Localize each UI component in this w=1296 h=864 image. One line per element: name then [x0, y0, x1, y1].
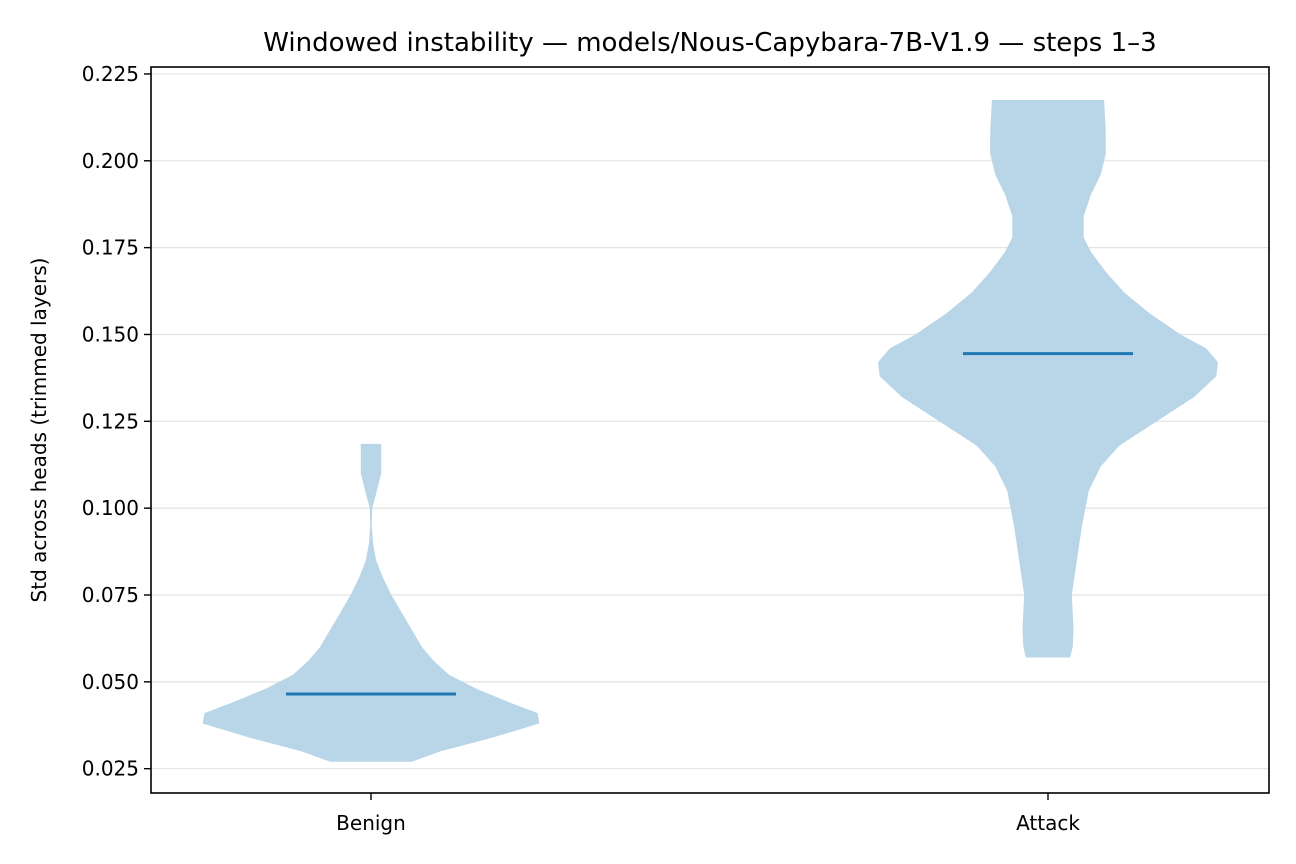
y-tick-label: 0.150: [82, 322, 139, 346]
plot-frame: [150, 66, 1270, 794]
y-tick-label: 0.200: [82, 149, 139, 173]
x-tick-label-attack: Attack: [1016, 811, 1080, 835]
x-tick-label-benign: Benign: [336, 811, 406, 835]
y-tick-label: 0.125: [82, 409, 139, 433]
violins: [202, 100, 1218, 762]
chart-title: Windowed instability — models/Nous-Capyb…: [263, 28, 1156, 58]
y-tick-label: 0.025: [82, 757, 139, 781]
y-tick-label: 0.100: [82, 496, 139, 520]
y-tick-label: 0.075: [82, 583, 139, 607]
y-tick-label: 0.175: [82, 236, 139, 260]
y-axis-label: Std across heads (trimmed layers): [27, 258, 51, 603]
violin-attack: [878, 100, 1218, 658]
violin-benign: [202, 443, 540, 762]
y-tick-label: 0.225: [82, 62, 139, 86]
axes: 0.025 0.050 0.075 0.100 0.125 0.150 0.175 0.200…: [82, 62, 1270, 835]
y-tick-label: 0.050: [82, 670, 139, 694]
